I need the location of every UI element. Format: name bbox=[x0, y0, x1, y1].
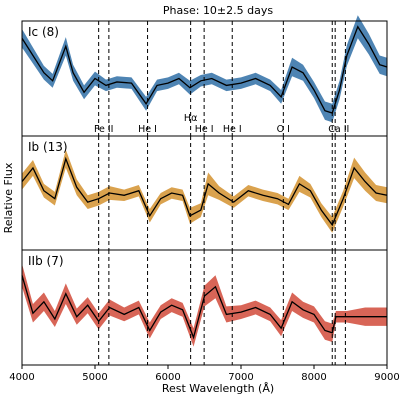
mean-spectrum-iib-7 bbox=[21, 275, 387, 340]
x-axis-label: Rest Wavelength (Å) bbox=[162, 382, 274, 395]
line-id-label: O I bbox=[277, 124, 290, 135]
spread-band-iib-7 bbox=[22, 263, 387, 347]
x-tick-label: 5000 bbox=[82, 372, 107, 383]
spread-band-ib-13 bbox=[22, 149, 387, 233]
line-id-label: He I bbox=[195, 124, 214, 135]
panel-label: Ic (8) bbox=[28, 25, 59, 39]
x-tick-label: 6000 bbox=[155, 372, 180, 383]
line-id-label: Hα bbox=[184, 113, 197, 124]
y-axis-label: Relative Flux bbox=[2, 162, 15, 233]
panel-frame bbox=[21, 249, 388, 366]
line-id-label: Fe II bbox=[94, 124, 113, 135]
line-id-label: He I bbox=[223, 124, 242, 135]
x-tick-label: 4000 bbox=[9, 372, 34, 383]
panel-label: Ib (13) bbox=[28, 140, 68, 154]
line-id-label: He I bbox=[138, 124, 157, 135]
x-tick-label: 9000 bbox=[374, 372, 399, 383]
chart-title: Phase: 10±2.5 days bbox=[163, 4, 273, 17]
panel-iib-7: IIb (7) bbox=[21, 249, 388, 366]
panel-label: IIb (7) bbox=[28, 254, 64, 268]
panel-ib-13: Ib (13) bbox=[21, 135, 388, 251]
x-tick-label: 8000 bbox=[301, 372, 326, 383]
x-ticks-group: 4000 5000 6000 7000 8000 9000 bbox=[9, 365, 400, 383]
line-id-label: Ca II bbox=[328, 124, 349, 135]
mean-spectrum-ic-8 bbox=[21, 25, 388, 114]
x-tick-label: 7000 bbox=[228, 372, 253, 383]
mean-spectrum-ib-13 bbox=[21, 156, 388, 227]
